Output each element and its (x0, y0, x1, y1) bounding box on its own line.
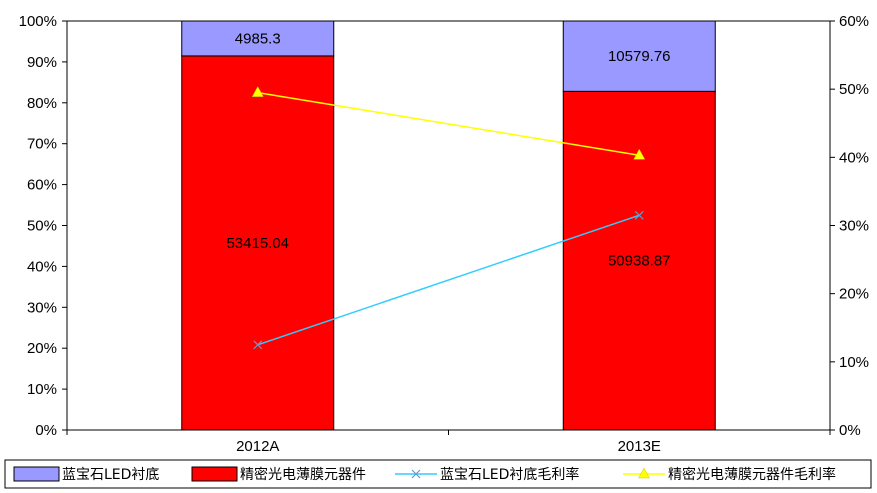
left-tick-label: 20% (27, 340, 57, 357)
x-axis: 2012A 2013E (66, 430, 831, 455)
bar-segment (181, 20, 335, 57)
left-tick-label: 40% (27, 258, 57, 275)
legend-swatch (191, 466, 238, 482)
left-axis: 0% 10% 20% 30% 40% 50% 60% 70% 80% 90% 100% (19, 13, 67, 439)
bar-value-label: 10579.76 (608, 48, 671, 65)
right-tick-label: 10% (839, 354, 869, 371)
bar-value-label: 4985.3 (235, 30, 281, 47)
right-tick-label: 40% (839, 149, 869, 166)
right-tick-label: 50% (839, 81, 869, 98)
right-tick-label: 60% (839, 13, 869, 30)
line-point-triangle (633, 148, 646, 160)
left-tick-label: 10% (27, 381, 57, 398)
left-tick-label: 100% (19, 13, 57, 30)
right-axis: 0% 10% 20% 30% 40% 50% 60% (830, 13, 869, 439)
legend-box (4, 459, 872, 489)
bars: 53415.04 4985.3 50938.87 10579.76 (181, 20, 716, 431)
left-tick-label: 0% (35, 422, 57, 439)
legend-label: 精密光电薄膜元器件毛利率 (668, 466, 836, 483)
bar-segment (181, 55, 335, 431)
x-tick-label: 2012A (236, 438, 279, 455)
bar-segment (562, 20, 716, 92)
x-tick-label: 2013E (618, 438, 661, 455)
lines (251, 86, 646, 350)
right-tick-label: 30% (839, 218, 869, 235)
left-tick-label: 30% (27, 299, 57, 316)
legend-swatch (13, 466, 60, 482)
line-point-triangle (251, 86, 264, 97)
legend: 蓝宝石LED衬底 精密光电薄膜元器件 蓝宝石LED衬底毛利率 精密光电薄膜元器件毛利率 (4, 459, 872, 489)
legend-marker-x (411, 469, 421, 479)
legend-marker-triangle (638, 467, 650, 479)
legend-label: 蓝宝石LED衬底 (62, 467, 159, 483)
right-tick-label: 0% (839, 422, 861, 439)
left-tick-label: 50% (27, 218, 57, 235)
bar-value-label: 53415.04 (226, 235, 289, 252)
left-tick-label: 90% (27, 54, 57, 71)
legend-label: 蓝宝石LED衬底毛利率 (440, 466, 579, 483)
bar-segment (562, 90, 716, 431)
line-point-x (253, 340, 263, 350)
legend-label: 精密光电薄膜元器件 (240, 466, 366, 483)
right-tick-label: 20% (839, 286, 869, 303)
series-line (257, 91, 640, 157)
bar-value-label: 50938.87 (608, 253, 671, 270)
line-point-x (634, 210, 644, 220)
left-tick-label: 60% (27, 177, 57, 194)
left-tick-label: 70% (27, 136, 57, 153)
series-line (257, 214, 640, 346)
left-tick-label: 80% (27, 95, 57, 112)
